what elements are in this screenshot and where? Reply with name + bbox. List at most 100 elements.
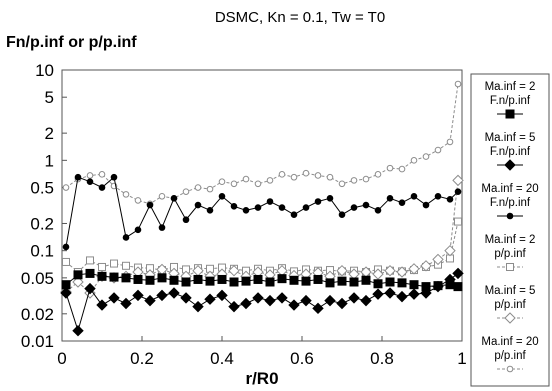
data-point [85,268,95,278]
data-point [72,325,84,337]
y-tick-label: 0.05 [21,269,54,288]
data-point [122,261,130,270]
data-point [264,294,276,307]
data-point [62,243,70,251]
data-point [314,198,322,205]
data-point [276,292,288,304]
data-point [193,274,203,284]
plot-frame [61,69,463,342]
data-point [348,292,360,304]
data-point [326,173,334,181]
data-point [278,171,286,178]
data-point [109,272,119,282]
x-tick-label: 0.8 [370,349,394,368]
y-tick-label: 1 [45,151,54,170]
data-point [98,262,106,271]
data-point [192,300,204,313]
data-point [110,173,118,181]
data-point [72,276,84,288]
legend-label: Ma.inf = 20 [481,183,538,195]
series-1 [61,268,463,292]
x-axis: 0 0.2 0.4 0.6 0.8 1 [57,336,467,368]
y-axis: 0.01 0.02 0.05 0.1 0.2 0.5 1 2 5 10 [21,61,67,351]
data-point [97,271,107,281]
data-point [410,157,418,164]
data-point [386,164,394,172]
legend-label: Ma.inf = 5 [485,132,536,144]
data-point [194,184,202,191]
data-point [218,192,226,200]
x-tick-label: 1 [457,349,466,368]
data-point [372,288,384,300]
data-point [168,287,180,299]
legend-frame [470,73,550,387]
legend-label: F.n/p.inf [490,197,531,209]
data-point [169,275,179,285]
data-point [362,201,370,209]
data-point [73,270,83,280]
legend-marker [504,159,516,171]
data-point [454,80,462,88]
data-point [422,153,430,160]
data-point [452,267,464,280]
legend-label: p/p.inf [494,299,526,311]
series-line [65,272,459,288]
data-point [254,180,262,188]
y-tick-label: 10 [35,61,54,80]
data-point [205,276,215,286]
data-point [182,216,190,224]
data-point [302,204,310,211]
data-point [432,253,444,266]
legend-entry: Ma.inf = 20 F.n/p.inf [481,183,539,220]
data-point [350,177,358,184]
data-point [408,288,420,300]
series-line [65,83,459,205]
data-point [204,293,216,305]
data-point [228,264,240,277]
data-point [122,234,130,241]
data-point [86,256,94,265]
data-point [336,297,348,310]
data-point [181,277,191,287]
x-tick-label: 0.2 [130,349,154,368]
data-point [133,274,143,284]
legend-entry: Ma.inf = 5 F.n/p.inf [485,132,536,171]
series-2 [60,267,464,337]
data-point [134,226,142,234]
data-point [338,211,346,219]
data-point [420,260,432,272]
series-line [65,180,459,294]
data-point [98,171,106,178]
data-point [86,178,94,186]
legend-marker [506,212,514,220]
legend-label: p/p.inf [494,350,526,362]
data-point [206,206,214,214]
data-point [157,273,167,283]
data-point [350,204,358,211]
data-point [60,287,72,299]
legend-marker [504,312,516,324]
data-point [158,224,166,231]
data-point [242,175,250,183]
data-point [374,206,382,214]
data-point [277,274,287,284]
data-point [170,194,178,202]
data-point [372,268,384,280]
data-point [444,244,456,257]
data-point [396,290,408,303]
data-point [446,196,454,203]
data-point [158,192,166,200]
data-point [409,280,419,290]
data-point [120,297,132,310]
data-point [300,294,312,307]
data-point [216,289,228,302]
data-point [86,172,94,179]
y-tick-label: 0.02 [21,305,54,324]
data-point [266,177,274,184]
y-axis-label: Fn/p.inf or p/p.inf [6,34,137,51]
data-point [228,300,240,313]
data-point [218,178,226,186]
data-point [132,289,144,302]
data-point [62,184,70,191]
